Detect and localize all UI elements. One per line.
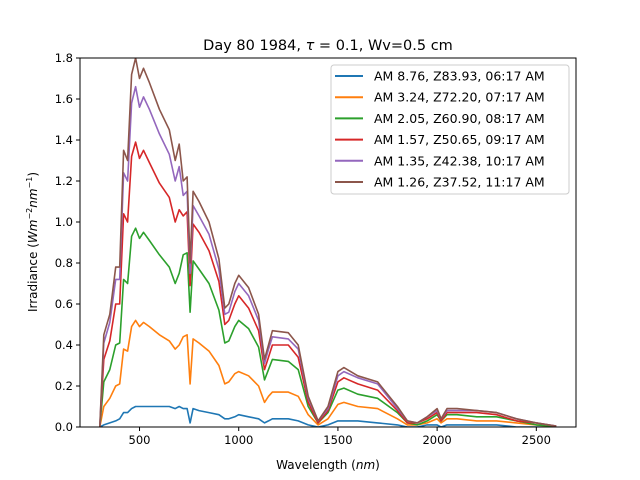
plot-frame — [79, 57, 577, 428]
series-line-2 — [99, 227, 557, 427]
x-tick-label: 2500 — [522, 433, 551, 447]
legend-label: AM 3.24, Z72.20, 07:17 AM — [374, 90, 545, 105]
legend-label: AM 1.35, Z42.38, 10:17 AM — [374, 153, 545, 168]
series-line-3 — [99, 141, 557, 427]
legend-label: AM 2.05, Z60.90, 08:17 AM — [374, 111, 545, 126]
y-tick-label: 0.8 — [55, 256, 73, 270]
series-line-5 — [99, 58, 557, 427]
y-tick-label: 0.0 — [55, 420, 73, 434]
y-tick-label: 1.2 — [55, 174, 73, 188]
y-tick-label: 0.2 — [55, 379, 73, 393]
series-line-0 — [99, 405, 557, 427]
y-tick-label: 1.8 — [55, 51, 73, 65]
y-tick-label: 1.4 — [55, 133, 73, 147]
legend-label: AM 1.26, Z37.52, 11:17 AM — [374, 175, 545, 190]
y-axis-label: Irradiance (Wm−2nm−1) — [25, 172, 40, 312]
x-tick-label: 2000 — [422, 433, 451, 447]
x-axis-label: Wavelength (nm) — [276, 458, 380, 472]
y-tick-label: 1.6 — [55, 92, 73, 106]
chart-title: Day 80 1984, τ = 0.1, Wv=0.5 cm — [203, 38, 453, 54]
x-tick-label: 1500 — [323, 433, 352, 447]
y-tick-label: 0.6 — [55, 297, 73, 311]
legend-label: AM 1.57, Z50.65, 09:17 AM — [374, 132, 545, 147]
x-tick-label: 1000 — [224, 433, 253, 447]
series-line-1 — [99, 319, 557, 427]
legend: AM 8.76, Z83.93, 06:17 AM AM 3.24, Z72.20… — [330, 64, 570, 195]
y-tick-label: 0.4 — [55, 338, 73, 352]
legend-label: AM 8.76, Z83.93, 06:17 AM — [374, 69, 545, 84]
x-tick-label: 500 — [129, 433, 151, 447]
y-tick-label: 1.0 — [55, 215, 73, 229]
